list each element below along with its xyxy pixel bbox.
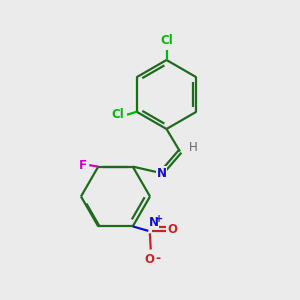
Text: Cl: Cl <box>160 34 173 47</box>
Text: -: - <box>156 253 161 266</box>
Text: O: O <box>144 253 154 266</box>
Text: +: + <box>155 214 163 224</box>
Text: N: N <box>156 167 167 180</box>
Text: O: O <box>168 223 178 236</box>
Text: Cl: Cl <box>111 108 124 121</box>
Text: H: H <box>188 141 197 154</box>
Text: F: F <box>79 159 87 172</box>
Text: N: N <box>149 216 159 229</box>
